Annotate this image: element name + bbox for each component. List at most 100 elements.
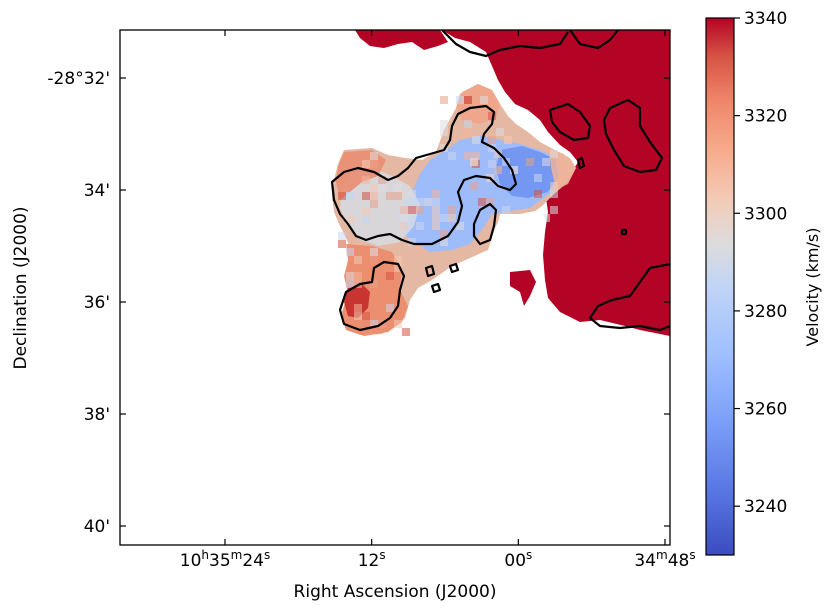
pixel-cell	[550, 190, 558, 198]
red-fringe-north	[355, 30, 448, 50]
pixel-cell	[488, 160, 496, 168]
colorbar-tick-label: 3240	[744, 497, 787, 517]
pixel-cell	[494, 150, 502, 158]
warm-edge-east	[548, 148, 576, 190]
x-tick-label: 12s	[358, 548, 386, 571]
pixel-cell	[432, 222, 440, 230]
x-tick-label: 10h35m24s	[180, 548, 271, 571]
contour-small-1	[424, 264, 436, 278]
pixel-cell	[370, 184, 378, 192]
pixel-cell	[362, 208, 370, 216]
pixel-cell	[394, 192, 402, 200]
pixel-cell	[432, 190, 440, 198]
pixel-cell	[346, 192, 354, 200]
pixel-cell	[486, 198, 494, 206]
pixel-cell	[440, 230, 448, 238]
pixel-cell	[456, 96, 464, 104]
pixel-cell	[494, 166, 502, 174]
pixel-cell	[338, 192, 346, 200]
pixel-cell	[456, 222, 464, 230]
pixel-cell	[550, 150, 558, 158]
pixel-cell	[464, 96, 472, 104]
contour-small-3	[430, 282, 442, 294]
pixel-cell	[464, 120, 472, 128]
pixel-cell	[408, 190, 416, 198]
pixel-cell	[400, 222, 408, 230]
pixel-cell	[440, 120, 448, 128]
pixel-cell	[510, 166, 518, 174]
pixel-cell	[496, 128, 504, 136]
contour-east-loop-1	[548, 102, 592, 142]
pixel-cell	[504, 136, 512, 144]
dark-red-knot	[344, 284, 370, 318]
pixel-cell	[408, 206, 416, 214]
pixel-cell	[416, 222, 424, 230]
pixel-cell	[338, 240, 346, 248]
pixel-cell	[400, 206, 408, 214]
blank-notch	[494, 210, 546, 272]
colorbar-tick-label: 3260	[744, 400, 787, 420]
contour-lines	[330, 30, 670, 332]
pixel-cell	[432, 214, 440, 222]
pixel-cell	[448, 206, 456, 214]
pixel-cell	[362, 216, 370, 224]
pixel-cell	[440, 238, 448, 246]
pixel-cell	[394, 264, 402, 272]
pixel-cell	[542, 214, 550, 222]
pixel-cell	[470, 158, 478, 166]
pixel-cell	[488, 112, 496, 120]
velocity-map	[120, 30, 670, 545]
contour-small-5	[620, 228, 628, 236]
pixel-cell	[432, 198, 440, 206]
pixel-cell	[526, 158, 534, 166]
pixel-cell	[346, 216, 354, 224]
colorbar-ticks: 3340 3320 3300 3280 3260 3240	[734, 9, 787, 517]
pixel-cell	[386, 272, 394, 280]
plot-frame	[119, 29, 671, 546]
pixel-cell	[440, 96, 448, 104]
pixel-cell	[362, 192, 370, 200]
contour-small-2	[448, 262, 460, 274]
pixel-cell	[534, 190, 542, 198]
x-axis-label: Right Ascension (J2000)	[294, 582, 497, 602]
pixel-cell	[440, 214, 448, 222]
pixel-cell	[448, 214, 456, 222]
pixel-cell	[464, 128, 472, 136]
contour-east-loop-2	[602, 98, 664, 174]
y-tick-label: -28°32'	[47, 69, 110, 89]
pixel-cell	[550, 182, 558, 190]
colorbar-tick-label: 3280	[744, 302, 787, 322]
pixel-cell	[470, 182, 478, 190]
pixel-cell	[394, 256, 402, 264]
pixel-cell	[400, 214, 408, 222]
pixel-cell	[362, 160, 370, 168]
pixel-cell	[448, 152, 456, 160]
pixel-cell	[370, 152, 378, 160]
pixel-cell	[386, 304, 394, 312]
contour-south-lobe	[338, 260, 406, 332]
pixel-cell	[478, 198, 486, 206]
y-tick-label: 38'	[84, 405, 110, 425]
contour-mid-loop	[472, 202, 498, 246]
pixel-cell	[402, 328, 410, 336]
pixel-cell	[416, 246, 424, 254]
pixel-cell	[416, 206, 424, 214]
pixel-cell	[432, 206, 440, 214]
pixel-cell	[424, 198, 432, 206]
contour-north-east	[569, 30, 619, 50]
colorbar-tick-label: 3320	[744, 107, 787, 127]
x-axis-ticks: 10h35m24s 12s 00s 34m48s	[180, 30, 696, 571]
pixel-cell	[488, 136, 496, 144]
pixel-cell	[362, 176, 370, 184]
red-speck	[408, 46, 416, 52]
colorbar-tick-label: 3300	[744, 204, 787, 224]
pixel-cell	[338, 232, 346, 240]
y-tick-label: 34'	[84, 181, 110, 201]
contour-west-lobe	[330, 104, 518, 246]
pixel-cell	[370, 192, 378, 200]
pixel-cell	[378, 176, 386, 184]
pixel-cell	[370, 280, 378, 288]
pixel-cell	[370, 256, 378, 264]
pixel-cell	[472, 152, 480, 160]
